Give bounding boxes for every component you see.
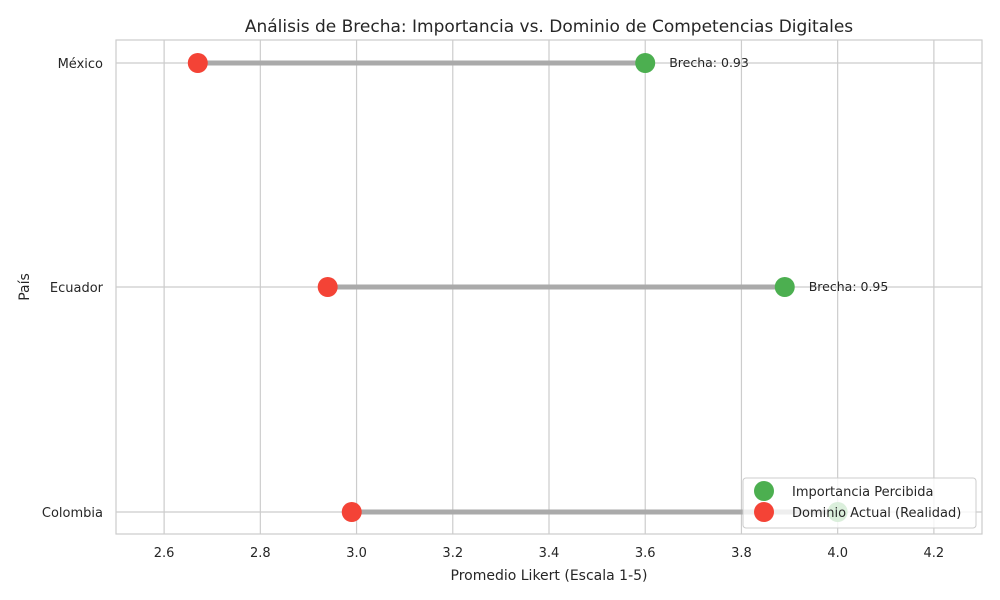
x-tick-label: 4.2 — [924, 546, 945, 561]
importancia-point — [635, 53, 656, 73]
dominio-point — [317, 277, 338, 297]
gap-annotations: Brecha: 0.93 Brecha: 0.95 — [669, 55, 888, 294]
plot-area: Brecha: 0.93 Brecha: 0.95 — [115, 39, 983, 535]
dominio-point — [187, 53, 208, 73]
chart-title: Análisis de Brecha: Importancia vs. Domi… — [245, 17, 853, 37]
y-tick-labels: México Ecuador Colombia — [42, 57, 104, 521]
y-tick-label: Ecuador — [50, 281, 104, 296]
y-tick-label: Colombia — [42, 506, 103, 521]
legend-label-dominio: Dominio Actual (Realidad) — [792, 506, 961, 521]
y-axis-label: País — [17, 273, 33, 301]
legend-marker-dominio — [754, 502, 774, 522]
x-tick-label: 3.2 — [442, 546, 463, 561]
legend-label-importancia: Importancia Percibida — [792, 485, 933, 500]
x-axis-label: Promedio Likert (Escala 1-5) — [451, 568, 648, 584]
y-tick-label: México — [58, 57, 103, 72]
x-tick-label: 4.0 — [827, 546, 848, 561]
gap-annotation: Brecha: 0.95 — [809, 279, 889, 294]
legend-marker-importancia — [754, 481, 774, 501]
x-tick-label: 2.8 — [250, 546, 271, 561]
x-tick-label: 3.8 — [731, 546, 752, 561]
x-tick-labels: 2.6 2.8 3.0 3.2 3.4 3.6 3.8 4.0 4.2 — [154, 546, 944, 561]
gap-annotation: Brecha: 0.93 — [669, 55, 749, 70]
plot-frame — [115, 39, 983, 535]
importancia-point — [774, 277, 795, 297]
legend-box — [742, 477, 977, 529]
x-tick-label: 3.4 — [539, 546, 560, 561]
legend: Importancia Percibida Dominio Actual (Re… — [742, 477, 977, 529]
x-tick-label: 3.0 — [346, 546, 367, 561]
x-tick-label: 3.6 — [635, 546, 656, 561]
dominio-point — [341, 502, 362, 522]
x-tick-label: 2.6 — [154, 546, 175, 561]
